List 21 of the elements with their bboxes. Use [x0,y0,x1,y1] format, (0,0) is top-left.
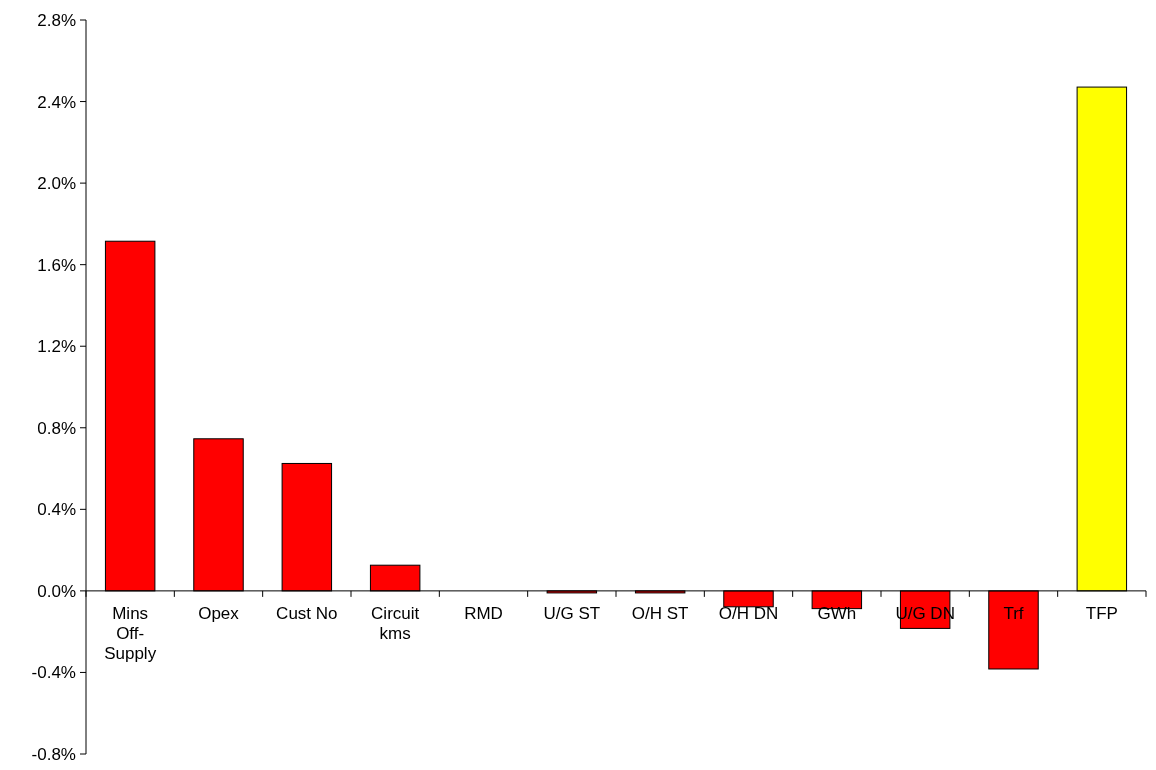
x-tick-label: U/G ST [543,603,601,623]
y-tick-label: -0.8% [31,744,76,764]
y-tick-label: 2.4% [37,92,76,112]
x-tick-label: O/H ST [631,603,689,623]
x-tick-label: Opex [198,603,240,623]
y-tick-label: 0.0% [37,581,76,601]
x-tick-label: TFP [1085,603,1118,623]
x-tick-label: O/H DN [718,603,779,623]
y-tick-label: 1.6% [37,255,76,275]
x-tick-label: GWh [817,603,857,623]
y-tick-label: 2.8% [37,10,76,30]
x-tick-label: RMD [464,603,503,623]
x-tick-label: Cust No [276,603,338,623]
y-tick-label: 2.0% [37,174,76,194]
y-tick-label: -0.4% [31,663,76,683]
x-tick-label: Trf [1003,603,1024,623]
x-tick-label: Circuit kms [371,603,420,643]
y-tick-label: 0.4% [37,500,76,520]
y-tick-label: 0.8% [37,418,76,438]
y-tick-label: 1.2% [37,337,76,357]
x-tick-label: Mins Off-Supply [104,603,157,663]
